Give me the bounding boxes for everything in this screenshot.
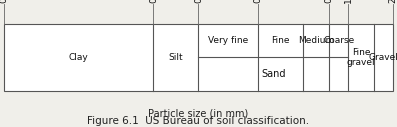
Text: Very fine: Very fine: [208, 36, 249, 45]
Text: 0.05: 0.05: [149, 0, 158, 3]
Text: Clay: Clay: [69, 53, 89, 62]
Text: 0.75: 0.75: [325, 0, 334, 3]
Text: Medium: Medium: [298, 36, 334, 45]
Text: 0.005: 0.005: [0, 0, 8, 3]
Text: Silt: Silt: [169, 53, 183, 62]
Text: 0.1: 0.1: [194, 0, 203, 3]
Text: Particle size (in mm): Particle size (in mm): [148, 108, 249, 118]
Text: Fine
gravel: Fine gravel: [347, 48, 376, 67]
Text: Figure 6.1  US Bureau of soil classification.: Figure 6.1 US Bureau of soil classificat…: [87, 116, 310, 126]
Text: 2.0: 2.0: [389, 0, 397, 3]
Text: 1.0: 1.0: [343, 0, 353, 3]
Text: 0.25: 0.25: [254, 0, 262, 3]
Text: Coarse: Coarse: [323, 36, 354, 45]
Text: Gravel: Gravel: [369, 53, 397, 62]
Text: Sand: Sand: [261, 69, 285, 79]
Text: Fine: Fine: [271, 36, 290, 45]
Bar: [4, 24, 393, 91]
